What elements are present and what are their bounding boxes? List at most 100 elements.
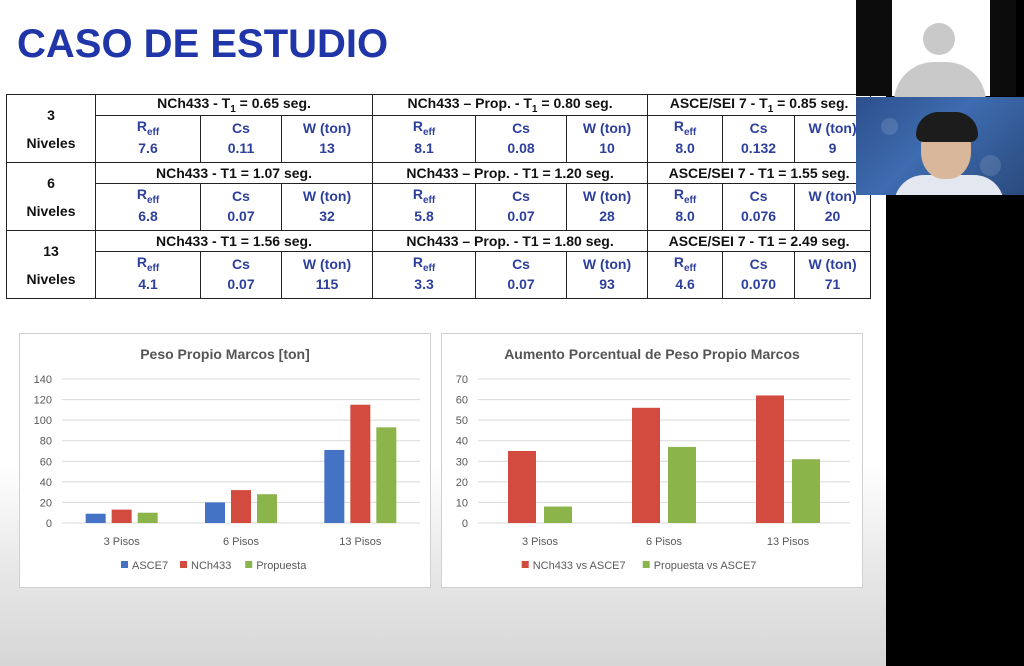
level-label: 13 Niveles: [6, 230, 96, 299]
column-reff-subscript: eff: [146, 262, 160, 274]
column-w: W (ton): [794, 251, 872, 276]
value-reff: 3.3: [372, 276, 477, 299]
table-row-columns: Reff Cs W (ton) Reff Cs W (ton) Reff Cs W (ton): [7, 251, 872, 276]
group-header-text: = 0.80 seg.: [537, 95, 613, 112]
x-category-label: 3 Pisos: [104, 536, 141, 548]
chart-title: Peso Propio Marcos [ton]: [140, 346, 310, 362]
bar-asce7: [85, 513, 106, 523]
column-reff-subscript: eff: [146, 194, 160, 206]
level-number: 3: [47, 106, 55, 123]
group-header: NCh433 - T1 = 1.56 seg.: [94, 230, 374, 252]
column-reff-label: R: [412, 118, 423, 135]
table-row-header: 3 Niveles NCh433 - T1 = 0.65 seg. NCh433 – …: [6, 94, 872, 163]
bar-propuesta: [257, 494, 277, 523]
bar-propuesta-vs-asce7: [544, 506, 572, 523]
value-cs: 0.07: [475, 208, 568, 231]
column-reff-label: R: [412, 254, 423, 271]
value-cs: 0.11: [200, 140, 282, 163]
column-reff: Reff: [647, 115, 724, 140]
value-w: 93: [566, 276, 649, 299]
table-row-columns: Reff Cs W (ton) Reff Cs W (ton) Reff Cs W (ton): [7, 183, 872, 208]
group-header: NCh433 – Prop. - T1 = 0.80 seg.: [372, 94, 649, 116]
column-reff-label: R: [673, 118, 684, 135]
group-header-subscript: 1: [531, 103, 538, 115]
bar-asce7: [324, 449, 345, 523]
bar-nch433: [350, 404, 371, 523]
column-reff-label: R: [136, 186, 147, 203]
column-cs: Cs: [200, 251, 282, 276]
legend-swatch: [642, 561, 650, 568]
group-header-text: = 0.65 seg.: [235, 95, 311, 112]
participant-video-placeholder[interactable]: [856, 0, 1016, 102]
participant-video-speaker[interactable]: [856, 97, 1024, 195]
column-cs: Cs: [475, 183, 568, 208]
legend-swatch: [521, 561, 529, 568]
level-number: 6: [47, 174, 55, 191]
results-table: 3 Niveles NCh433 - T1 = 0.65 seg. NCh433 – …: [6, 94, 872, 299]
y-tick-label: 140: [34, 374, 52, 386]
column-reff-subscript: eff: [683, 194, 697, 206]
group-header-text: = 0.85 seg.: [773, 95, 849, 112]
column-reff: Reff: [95, 115, 201, 140]
y-tick-label: 40: [456, 436, 468, 448]
speaker-hair: [916, 112, 978, 142]
x-category-label: 6 Pisos: [646, 536, 683, 548]
column-reff-label: R: [136, 254, 147, 271]
value-reff: 8.0: [647, 208, 724, 231]
y-tick-label: 60: [456, 395, 468, 407]
value-cs: 0.132: [722, 140, 796, 163]
bar-nch433-vs-asce7: [508, 451, 536, 523]
value-w: 20: [794, 208, 872, 231]
y-tick-label: 80: [40, 436, 52, 448]
group-header-subscript: 1: [230, 103, 236, 115]
value-cs: 0.08: [475, 140, 568, 163]
y-tick-label: 40: [40, 477, 52, 489]
y-tick-label: 0: [46, 518, 52, 530]
column-w: W (ton): [566, 115, 649, 140]
legend-label: Propuesta: [256, 560, 307, 572]
bar-propuesta: [376, 427, 397, 523]
group-header-text: ASCE/SEI 7 - T1 = 1.55 seg.: [668, 165, 850, 181]
presentation-slide: CASO DE ESTUDIO 3 Niveles NCh433 - T1 = 0.…: [0, 0, 886, 666]
column-reff: Reff: [95, 251, 201, 276]
group-header-text: ASCE/SEI 7 - T: [669, 95, 768, 112]
x-category-label: 13 Pisos: [339, 536, 382, 548]
y-tick-label: 30: [456, 456, 468, 468]
group-header-text: NCh433 – Prop. - T: [407, 95, 532, 112]
group-header: NCh433 – Prop. - T1 = 1.80 seg.: [372, 230, 649, 252]
bar-propuesta-vs-asce7: [668, 446, 696, 523]
level-word: Niveles: [26, 270, 76, 287]
group-header: ASCE/SEI 7 - T1 = 2.49 seg.: [647, 230, 872, 252]
value-w: 28: [566, 208, 649, 231]
table-row-columns: Reff Cs W (ton) Reff Cs W (ton) Reff Cs W (ton): [7, 115, 872, 140]
group-header: ASCE/SEI 7 - T1 = 0.85 seg.: [647, 94, 872, 116]
column-reff-label: R: [412, 186, 423, 203]
column-w: W (ton): [566, 183, 649, 208]
column-cs: Cs: [200, 183, 282, 208]
group-header-text: NCh433 – Prop. - T1 = 1.20 seg.: [406, 165, 614, 181]
column-reff: Reff: [372, 251, 477, 276]
level-number: 13: [43, 242, 59, 259]
bar-nch433: [111, 509, 132, 523]
group-header-text: NCh433 - T: [157, 95, 231, 112]
column-w: W (ton): [280, 115, 374, 140]
video-frame-edge: [856, 0, 892, 96]
group-header: NCh433 – Prop. - T1 = 1.20 seg.: [372, 162, 649, 184]
column-reff-label: R: [673, 254, 684, 271]
table-row-values: 7.6 0.11 13 8.1 0.08 10 8.0 0.132 9: [7, 140, 872, 163]
column-reff-label: R: [136, 118, 147, 135]
value-reff: 4.6: [647, 276, 724, 299]
level-word: Niveles: [26, 134, 76, 151]
group-header: NCh433 - T1 = 0.65 seg.: [94, 94, 374, 116]
group-header-text: NCh433 - T1 = 1.56 seg.: [155, 233, 313, 249]
column-cs: Cs: [475, 115, 568, 140]
bar-asce7: [205, 502, 225, 523]
legend-label: NCh433: [191, 560, 231, 572]
bar-propuesta-vs-asce7: [792, 459, 820, 523]
column-reff-label: R: [673, 186, 684, 203]
value-cs: 0.076: [722, 208, 796, 231]
column-w: W (ton): [566, 251, 649, 276]
column-cs: Cs: [475, 251, 568, 276]
y-tick-label: 20: [40, 497, 52, 509]
bar-nch433: [231, 490, 251, 523]
